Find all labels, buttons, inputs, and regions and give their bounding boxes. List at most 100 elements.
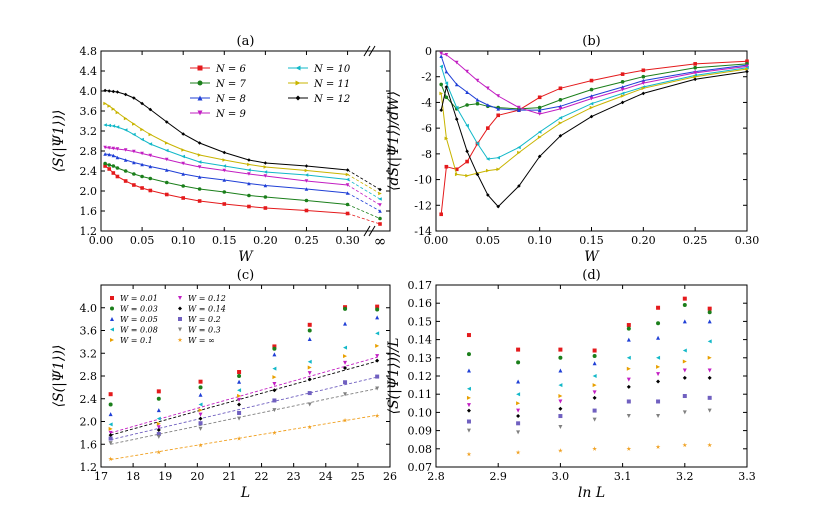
data-point	[517, 145, 521, 150]
data-point	[745, 67, 749, 71]
data-point	[486, 86, 490, 91]
data-point	[132, 149, 136, 154]
x-tick-label: 23	[287, 470, 301, 483]
data-point	[466, 333, 471, 338]
data-point	[558, 368, 563, 373]
data-point	[656, 364, 661, 369]
data-point	[140, 174, 144, 179]
data-point	[345, 202, 350, 207]
x-tick-label: 3.2	[676, 470, 694, 483]
data-point	[111, 171, 116, 175]
data-point	[454, 82, 459, 87]
x-tick-label: 3.1	[614, 470, 632, 483]
legend-marker	[295, 95, 301, 101]
data-point	[107, 123, 112, 128]
fit-line	[110, 414, 378, 461]
data-point	[465, 103, 469, 107]
y-tick-label: 0.09	[408, 425, 433, 438]
data-point	[304, 198, 309, 203]
data-point	[465, 69, 469, 74]
data-point	[537, 108, 542, 112]
data-point	[156, 416, 161, 421]
panel-b: 0.00 0.05 0.10 0.15 0.20 0.25 0.30 -14 -12 -10 -8 -…	[386, 34, 759, 265]
legend-marker	[110, 296, 114, 300]
data-point	[123, 179, 128, 183]
y-tick-label: -6	[421, 122, 432, 135]
legend-marker	[197, 65, 203, 71]
y-tick-label: 0.16	[408, 297, 433, 310]
data-point	[682, 348, 687, 353]
data-point	[148, 142, 153, 146]
data-point	[140, 162, 144, 167]
y-tick-label: 2.0	[80, 416, 98, 429]
data-point	[247, 172, 251, 176]
legend-marker	[295, 65, 301, 71]
x-tick-label: 0.05	[130, 234, 155, 247]
data-point	[475, 101, 480, 106]
data-point	[466, 386, 471, 391]
axis-break-mark	[363, 45, 371, 57]
data-point	[222, 190, 227, 194]
data-point	[181, 148, 185, 152]
data-point	[164, 120, 169, 124]
data-point	[111, 107, 116, 111]
data-point	[272, 375, 277, 380]
data-point	[103, 101, 107, 106]
data-point	[307, 371, 312, 376]
data-point	[439, 91, 443, 96]
data-point	[107, 167, 112, 171]
data-point	[197, 165, 202, 169]
data-point	[682, 410, 687, 415]
data-point	[693, 74, 697, 79]
data-point	[558, 86, 563, 91]
data-point	[707, 310, 712, 315]
data-point	[707, 355, 712, 360]
y-tick-label: 3.2	[80, 347, 98, 360]
series-line-6	[104, 165, 348, 214]
data-point	[707, 368, 712, 373]
data-point	[465, 90, 469, 94]
data-point	[247, 204, 251, 209]
data-point	[108, 430, 113, 435]
data-point	[222, 178, 227, 182]
legend-label: N = 8	[215, 94, 246, 105]
data-point	[272, 344, 277, 349]
x-tick-label: 19	[158, 470, 172, 483]
data-point	[626, 323, 631, 328]
data-point	[375, 386, 380, 391]
data-point	[237, 379, 242, 384]
data-point	[558, 424, 563, 429]
data-point	[304, 187, 309, 191]
data-point	[115, 166, 120, 170]
infinity-point	[378, 216, 382, 221]
y-tick-label: 0.13	[408, 352, 433, 365]
data-point	[164, 148, 169, 153]
data-point	[589, 105, 594, 110]
data-point	[626, 399, 631, 404]
data-point	[589, 87, 594, 92]
data-point	[103, 123, 107, 127]
data-point	[592, 383, 597, 388]
data-point	[164, 168, 169, 172]
axis-break-mark	[363, 225, 371, 237]
data-point	[558, 399, 563, 404]
data-point	[343, 306, 348, 311]
data-point	[682, 296, 687, 301]
y-tick-label: 0	[425, 45, 432, 58]
data-point	[626, 337, 631, 342]
data-point	[626, 377, 631, 382]
data-point	[156, 425, 161, 430]
legend-label: N = 7	[215, 79, 246, 90]
data-point	[108, 456, 114, 462]
data-point	[247, 193, 251, 198]
infinity-point	[378, 187, 382, 192]
plot-frame	[435, 284, 748, 468]
data-point	[682, 359, 687, 364]
x-tick-label: 21	[222, 470, 236, 483]
data-point	[304, 173, 309, 177]
x-tick-label: 0.25	[683, 234, 708, 247]
data-point	[707, 442, 713, 448]
data-point	[558, 98, 563, 102]
legend-marker	[178, 327, 182, 332]
